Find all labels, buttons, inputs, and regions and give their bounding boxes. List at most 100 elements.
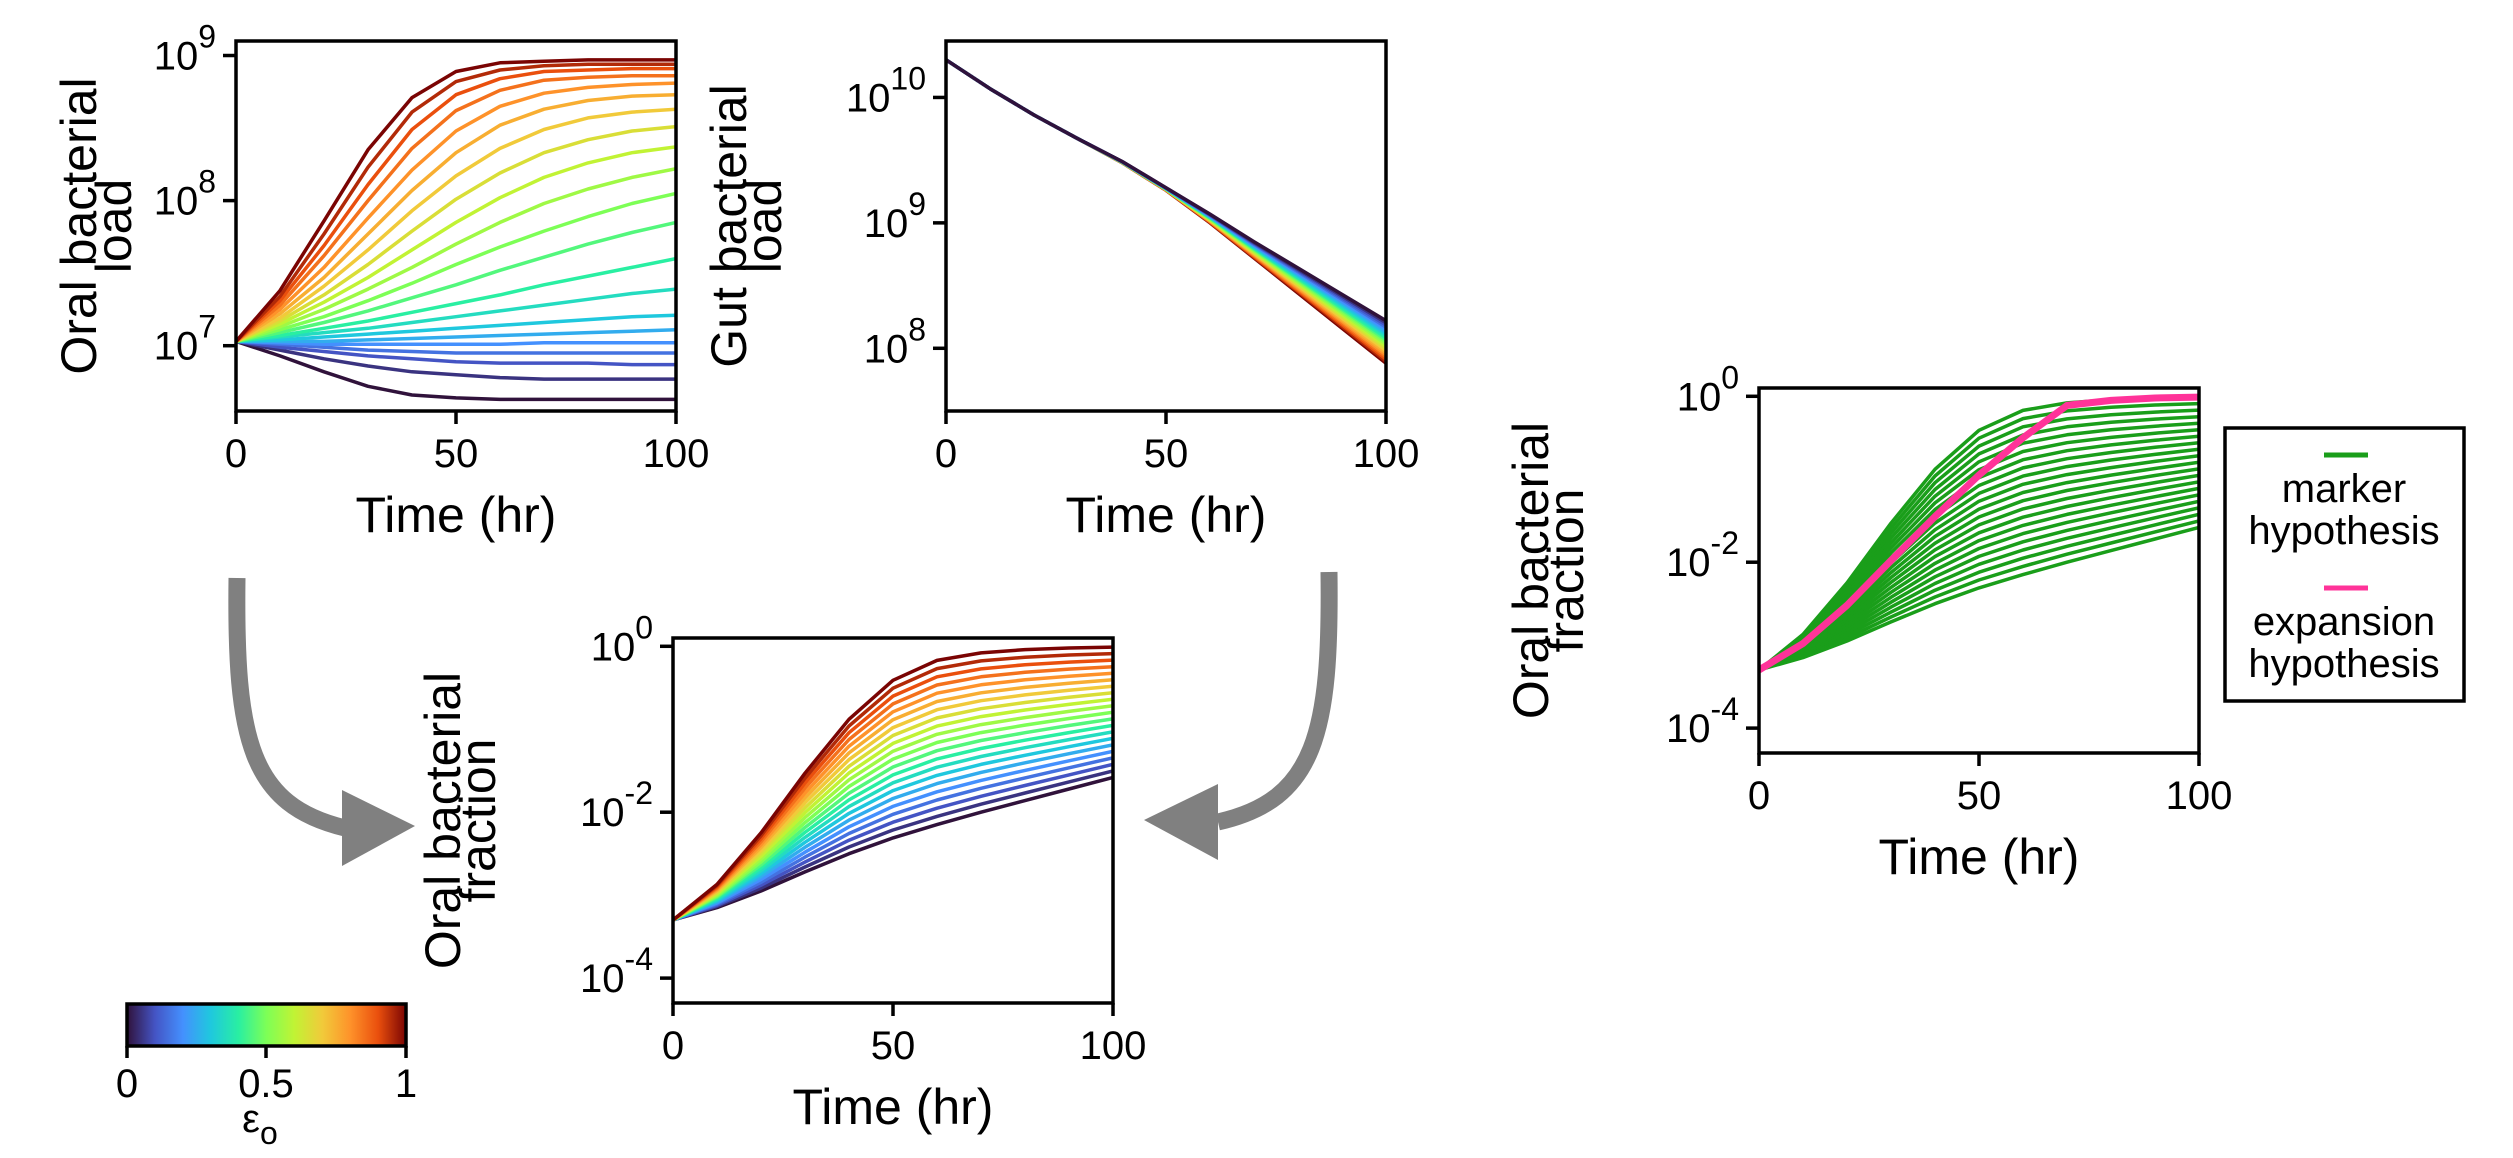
series-group [236,58,676,402]
marker-line-0 [1759,525,2199,672]
gut-load-panel: 0 50 100 108 109 1010 Time (hr) Gut bacteriallo… [701,39,1420,543]
colorbar-label: εo [242,1097,278,1151]
x-axis-label: Time (hr) [356,487,557,543]
x-tick-label: 100 [1353,432,1420,476]
y-tick-label: 100 [591,609,653,669]
oral-load-line-eps-0 [236,339,676,402]
oral-load-line-eps-0.65 [236,124,676,343]
y-tick-label: 108 [154,164,216,224]
x-tick-label: 100 [643,432,710,476]
oral-load-line-eps-0.95 [236,62,676,343]
x-tick-label: 50 [1144,432,1189,476]
oral-load-panel: 0 50 100 107 108 109 Time (hr) Oral bacteriallo… [51,19,709,543]
marker-line-10 [1759,460,2199,672]
plot-frame [944,39,1388,413]
marker-line-7 [1759,480,2199,672]
oral-fraction-line-7 [673,730,1113,922]
series-group [673,645,1113,922]
y-tick-label: 107 [154,309,216,369]
gut-load-line-0 [946,58,1386,323]
oral-load-line-eps-0.4 [236,256,676,344]
right-flow-arrow [1216,571,1338,831]
oral-fraction-line-11 [673,703,1113,922]
oral-fraction-line-9 [673,717,1113,922]
oral-fraction-line-0 [673,775,1113,922]
oral-fraction-line-2 [673,762,1113,922]
oral-load-line-eps-0.25 [236,327,676,344]
legend-marker-label-2: hypothesis [2248,509,2439,553]
x-tick-label: 0 [225,432,247,476]
oral-fraction-line-20 [673,645,1113,922]
oral-load-line-eps-0.75 [236,92,676,343]
right-arrow-head [1144,784,1218,860]
colorbar-tick-1: 1 [395,1062,417,1106]
expansion-line [1759,393,2199,673]
colorbar-gradient [125,1002,408,1048]
y-tick-label: 10-4 [580,941,653,1001]
y-axis-label-line: Oral bacterial [1503,422,1559,719]
x-tick-label: 50 [434,432,479,476]
x-tick-label: 50 [1957,774,2002,818]
flow-arrows [228,571,1338,866]
oral-fraction-line-5 [673,743,1113,922]
oral-load-line-eps-0.5 [236,191,676,344]
oral-load-line-eps-0.55 [236,166,676,344]
legend-box [2223,426,2466,703]
oral-load-line-eps-0.9 [236,66,676,343]
marker-line-9 [1759,467,2199,672]
y-tick-label: 109 [154,19,216,79]
colorbar-tick-0.5: 0.5 [238,1062,294,1106]
hypotheses-panel: 0 50 100 10-4 10-2 100 Time (hr) Oral bacterial… [1503,359,2232,885]
x-tick-label: 0 [935,432,957,476]
y-axis-label-line: load [736,179,792,274]
oral-load-line-eps-0.6 [236,145,676,344]
y-tick-label: 100 [1677,359,1739,419]
x-axis-label: Time (hr) [1066,487,1267,543]
oral-load-line-eps-0.2 [236,339,676,347]
y-tick-label: 108 [864,311,926,371]
oral-load-line-eps-1 [236,58,676,343]
y-axis-label-line: fraction [450,739,506,903]
y-axis-label-line: Oral bacterial [51,77,107,374]
marker-line-5 [1759,493,2199,672]
x-axis-label: Time (hr) [1879,829,2080,885]
marker-line-8 [1759,473,2199,672]
oral-fraction-line-4 [673,749,1113,922]
legend-expansion-label-2: hypothesis [2248,642,2439,686]
x-tick-label: 100 [1080,1024,1147,1068]
oral-load-line-eps-0.8 [236,81,676,343]
marker-line-4 [1759,499,2199,672]
colorbar: 0 0.5 1 εo [116,1002,417,1151]
oral-load-line-eps-0.45 [236,220,676,344]
x-tick-label: 0 [662,1024,684,1068]
oral-load-line-eps-0.7 [236,107,676,343]
y-axis-label-line: Gut bacterial [701,84,757,367]
y-axis-label-line: Oral bacterial [415,672,471,969]
legend-marker-label-1: marker [2282,467,2406,511]
marker-line-1 [1759,519,2199,672]
oral-load-line-eps-0.3 [236,313,676,344]
oral-load-line-eps-0.35 [236,287,676,344]
oral-load-line-eps-0.15 [236,339,676,355]
oral-fraction-line-10 [673,710,1113,922]
y-axis-label-line: load [86,179,142,274]
oral-fraction-line-6 [673,736,1113,922]
x-tick-label: 0 [1748,774,1770,818]
y-axis-label-line: fraction [1538,489,1594,653]
x-tick-label: 100 [2166,774,2233,818]
y-tick-label: 10-2 [580,775,653,835]
legend-expansion-label-1: expansion [2253,600,2435,644]
marker-line-6 [1759,486,2199,672]
series-group [946,58,1386,365]
y-tick-label: 10-2 [1666,525,1739,585]
y-tick-label: 1010 [846,60,926,120]
hypothesis-legend: marker hypothesis expansion hypothesis [2223,426,2466,703]
gut-load-line-20 [946,58,1386,365]
marker-line-3 [1759,506,2199,672]
oral-fraction-line-1 [673,769,1113,922]
left-arrow-head [342,790,415,866]
oral-fraction-panel: 0 50 100 10-4 10-2 100 Time (hr) Oral bacterial… [415,609,1146,1135]
y-tick-label: 10-4 [1666,691,1739,751]
series-group [1759,393,2199,673]
